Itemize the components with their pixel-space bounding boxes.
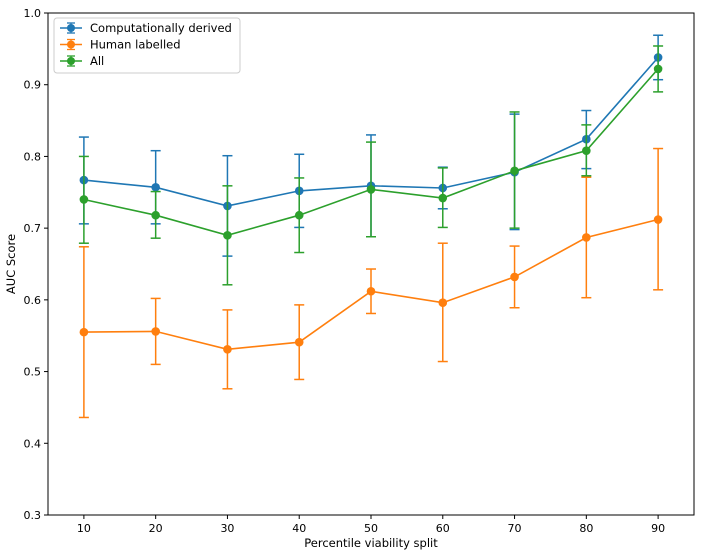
legend-box: [53, 17, 241, 74]
data-point: [294, 210, 304, 220]
legend-marker: [67, 40, 75, 49]
legend-label: Human labelled: [90, 38, 181, 52]
legend-label: All: [90, 54, 104, 68]
y-tick-label: 1.0: [24, 7, 42, 20]
series-human-labelled: [78, 147, 664, 419]
data-point: [653, 215, 663, 224]
data-point: [582, 146, 591, 155]
data-point: [151, 327, 160, 336]
data-point: [438, 298, 448, 308]
y-tick-label: 0.9: [24, 79, 42, 92]
data-point: [151, 182, 160, 192]
data-point: [223, 231, 232, 240]
x-tick-label: 30: [220, 522, 234, 535]
legend-label: Computationally derived: [90, 21, 232, 35]
data-point: [366, 185, 376, 194]
data-point: [223, 345, 232, 354]
y-tick-label: 0.7: [24, 222, 42, 235]
x-tick-label: 10: [77, 522, 91, 535]
x-tick-label: 80: [579, 522, 593, 535]
y-tick-label: 0.6: [24, 294, 42, 307]
x-axis-label: Percentile viability split: [304, 536, 438, 550]
legend: Computationally derived Human labelled All: [53, 17, 241, 74]
x-tick-label: 70: [508, 522, 522, 535]
y-tick-label: 0.8: [24, 150, 42, 163]
legend-marker: [67, 57, 75, 65]
data-point: [294, 337, 304, 347]
data-point: [438, 193, 448, 203]
data-point: [653, 64, 663, 74]
data-point: [79, 195, 89, 204]
legend-marker: [67, 24, 75, 32]
series-all: [78, 45, 664, 286]
data-point: [510, 166, 519, 176]
x-tick-label: 90: [651, 522, 665, 535]
x-tick-label: 20: [149, 522, 163, 535]
x-tick-label: 60: [436, 522, 450, 535]
y-tick-label: 0.3: [24, 509, 42, 522]
x-tick-label: 50: [364, 522, 378, 535]
data-point: [510, 272, 519, 282]
data-point: [366, 286, 376, 296]
data-point: [151, 210, 160, 220]
y-tick-label: 0.4: [24, 437, 42, 450]
data-point: [79, 327, 89, 337]
data-point: [582, 233, 591, 242]
y-tick-label: 0.5: [24, 366, 42, 379]
x-tick-label: 40: [292, 522, 306, 535]
y-axis-label: AUC Score: [4, 234, 18, 294]
